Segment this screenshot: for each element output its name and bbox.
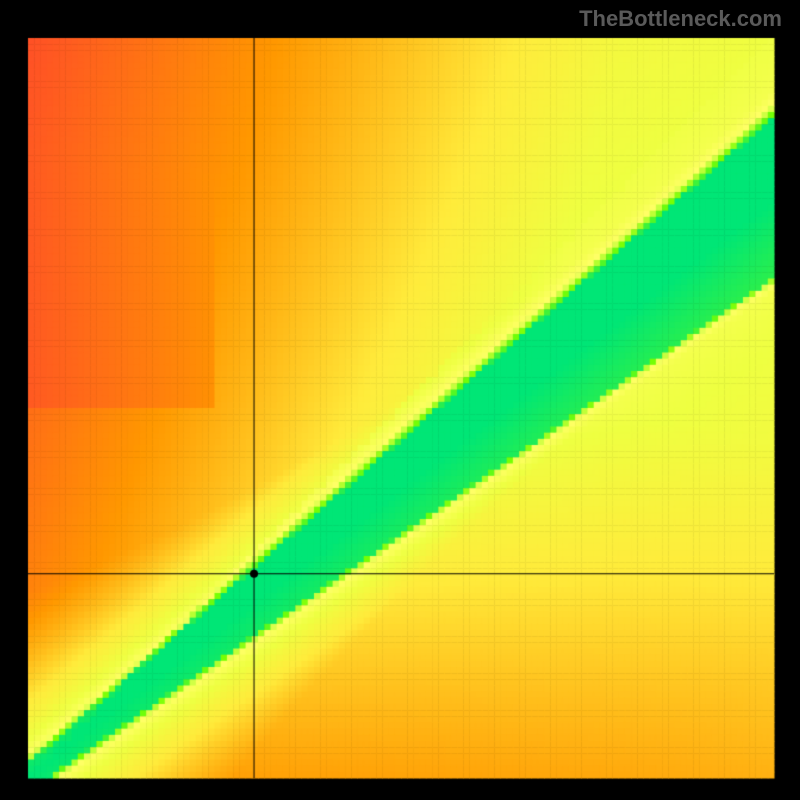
bottleneck-heatmap <box>0 0 800 800</box>
watermark-text: TheBottleneck.com <box>579 6 782 32</box>
chart-container: TheBottleneck.com <box>0 0 800 800</box>
